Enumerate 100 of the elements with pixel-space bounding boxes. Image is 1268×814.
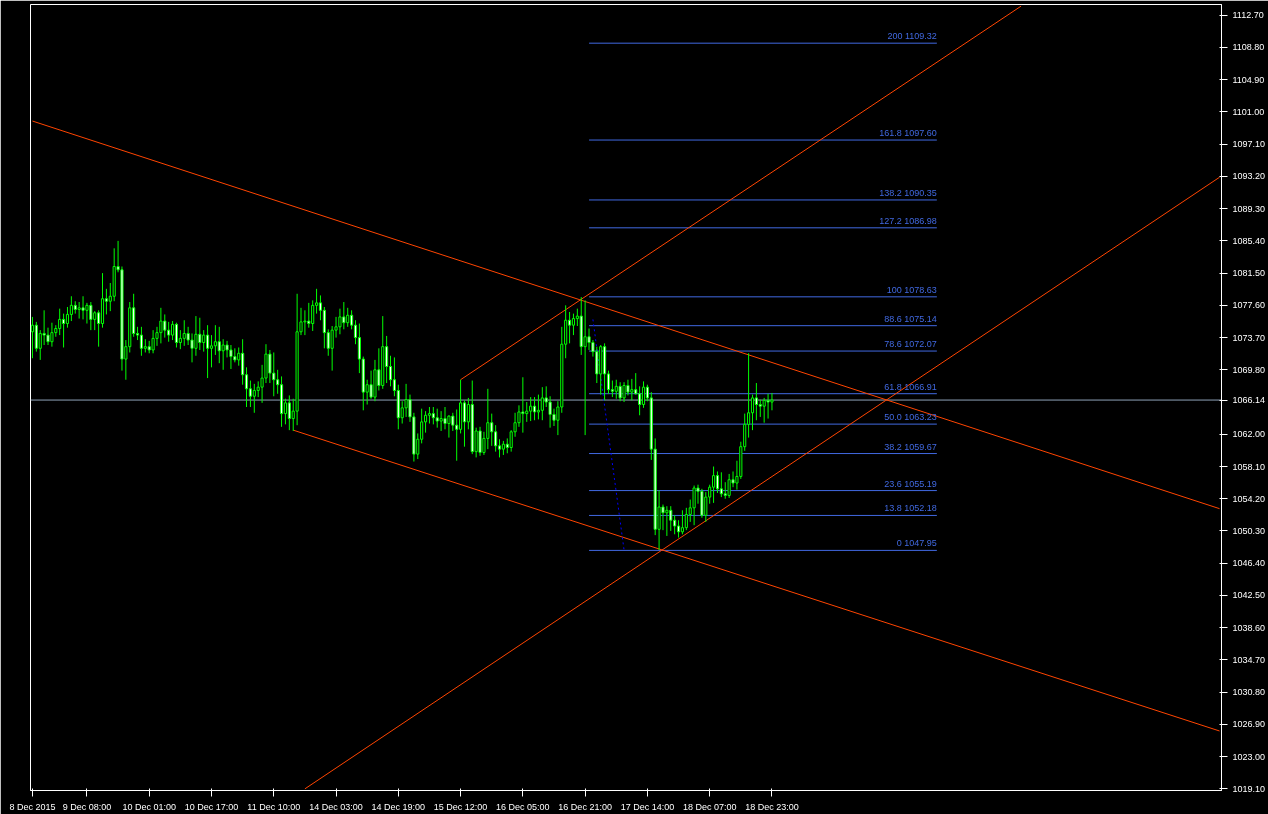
y-tick-label: 1085.40 [1232,235,1266,246]
candlestick [65,306,70,329]
y-tick-label: 1038.60 [1232,622,1266,633]
candlestick [163,313,167,339]
y-tick-label: 1081.50 [1232,268,1266,279]
candlestick [34,321,38,353]
y-tick-label: 1112.70 [1232,10,1264,21]
ref-line-label: 23.6 1055.19 [884,478,937,489]
candlestick [540,386,544,421]
y-tick-label: 1034.70 [1232,654,1266,665]
candlestick [443,406,447,430]
candlestick [287,394,291,431]
y-tick-label: 1073.70 [1232,332,1266,343]
candlestick [494,424,498,453]
y-tick-label: 1069.80 [1232,364,1266,375]
y-tick-label: 1093.20 [1232,171,1266,182]
y-tick-label: 1077.60 [1232,300,1266,311]
y-tick-label: 1097.10 [1232,139,1266,150]
candlestick [692,485,696,526]
ref-line-label: 100 1078.63 [886,284,937,295]
ref-line-label: 161.8 1097.60 [879,128,937,139]
candlestick [217,326,221,364]
candlestick [252,383,256,414]
candlestick [618,381,622,402]
candlestick [712,466,716,504]
candlestick [174,322,179,348]
candlestick [719,471,723,498]
y-tick-label: 1108.80 [1232,42,1265,53]
y-tick-label: 1066.14 [1232,395,1266,406]
x-tick-label: 18 Dec 07:00 [682,801,737,812]
x-tick-label: 17 Dec 14:00 [620,801,675,812]
y-tick-label: 1019.10 [1232,783,1266,794]
y-tick-label: 1104.90 [1232,74,1265,85]
candlestick [229,344,233,370]
candlestick [202,329,206,353]
ref-line-label: 78.6 1072.07 [884,339,937,350]
y-tick-label: 1026.90 [1232,719,1266,730]
x-tick-label: 14 Dec 19:00 [371,801,426,812]
ref-line-label: 0 1047.95 [896,538,937,549]
candlestick [89,301,93,331]
candlestick [525,401,529,423]
x-tick-label: 11 Dec 10:00 [247,801,301,812]
candlestick [198,317,202,351]
candlestick [272,351,276,397]
candlestick [62,313,66,348]
x-tick-label: 18 Dec 23:00 [745,801,799,812]
candlestick [700,488,704,519]
y-tick-label: 1023.00 [1232,751,1266,762]
candlestick [81,295,85,320]
candlestick [439,410,443,432]
candlestick [680,509,685,535]
ref-line-label: 200 1109.32 [887,31,937,42]
candlestick [762,397,766,424]
candlestick [151,329,155,354]
candlestick [221,338,225,371]
ref-line-label: 61.8 1066.91 [884,381,937,392]
candlestick [385,335,389,384]
candlestick [322,306,326,349]
candlestick [665,505,669,537]
candlestick [435,408,439,429]
candlestick [750,394,755,431]
candlestick [159,307,163,344]
candlestick [241,338,245,386]
candlestick [684,507,688,531]
ref-line-label: 50.0 1063.23 [884,412,937,423]
y-tick-label: 1101.00 [1232,106,1265,117]
candlestick [346,307,350,328]
candlestick [766,393,770,420]
candlestick [536,394,540,420]
candlestick [209,334,214,368]
candlestick [58,308,62,336]
x-tick-label: 10 Dec 01:00 [122,801,176,812]
x-tick-label: 10 Dec 17:00 [184,801,239,812]
x-tick-label: 8 Dec 2015 [9,801,56,812]
candlestick [622,381,626,403]
candlestick [669,505,673,532]
x-tick-label: 15 Dec 12:00 [433,801,488,812]
candlestick [182,319,186,347]
candlestick [754,382,758,421]
candlestick [462,399,467,448]
candlestick [583,299,587,436]
ref-line-label: 38.2 1059.67 [884,441,937,452]
x-tick-label: 9 Dec 08:00 [62,801,112,812]
candlestick [614,379,618,400]
y-tick-label: 1054.20 [1232,493,1266,504]
candlestick [69,295,73,322]
candlestick [521,376,525,434]
candlestick [206,324,210,379]
candlestick [50,322,54,348]
candlestick [638,385,642,416]
ref-line-label: 13.8 1052.18 [884,503,937,514]
candlestick [673,514,677,535]
y-tick-label: 1050.30 [1232,525,1266,536]
x-tick-label: 16 Dec 05:00 [496,801,550,812]
y-tick-label: 1042.50 [1232,590,1266,601]
candlestick [311,299,315,332]
candlestick [478,426,482,457]
ref-line-label: 88.6 1075.14 [884,313,937,324]
y-tick-label: 1058.10 [1232,461,1266,472]
candlestick [770,392,774,411]
